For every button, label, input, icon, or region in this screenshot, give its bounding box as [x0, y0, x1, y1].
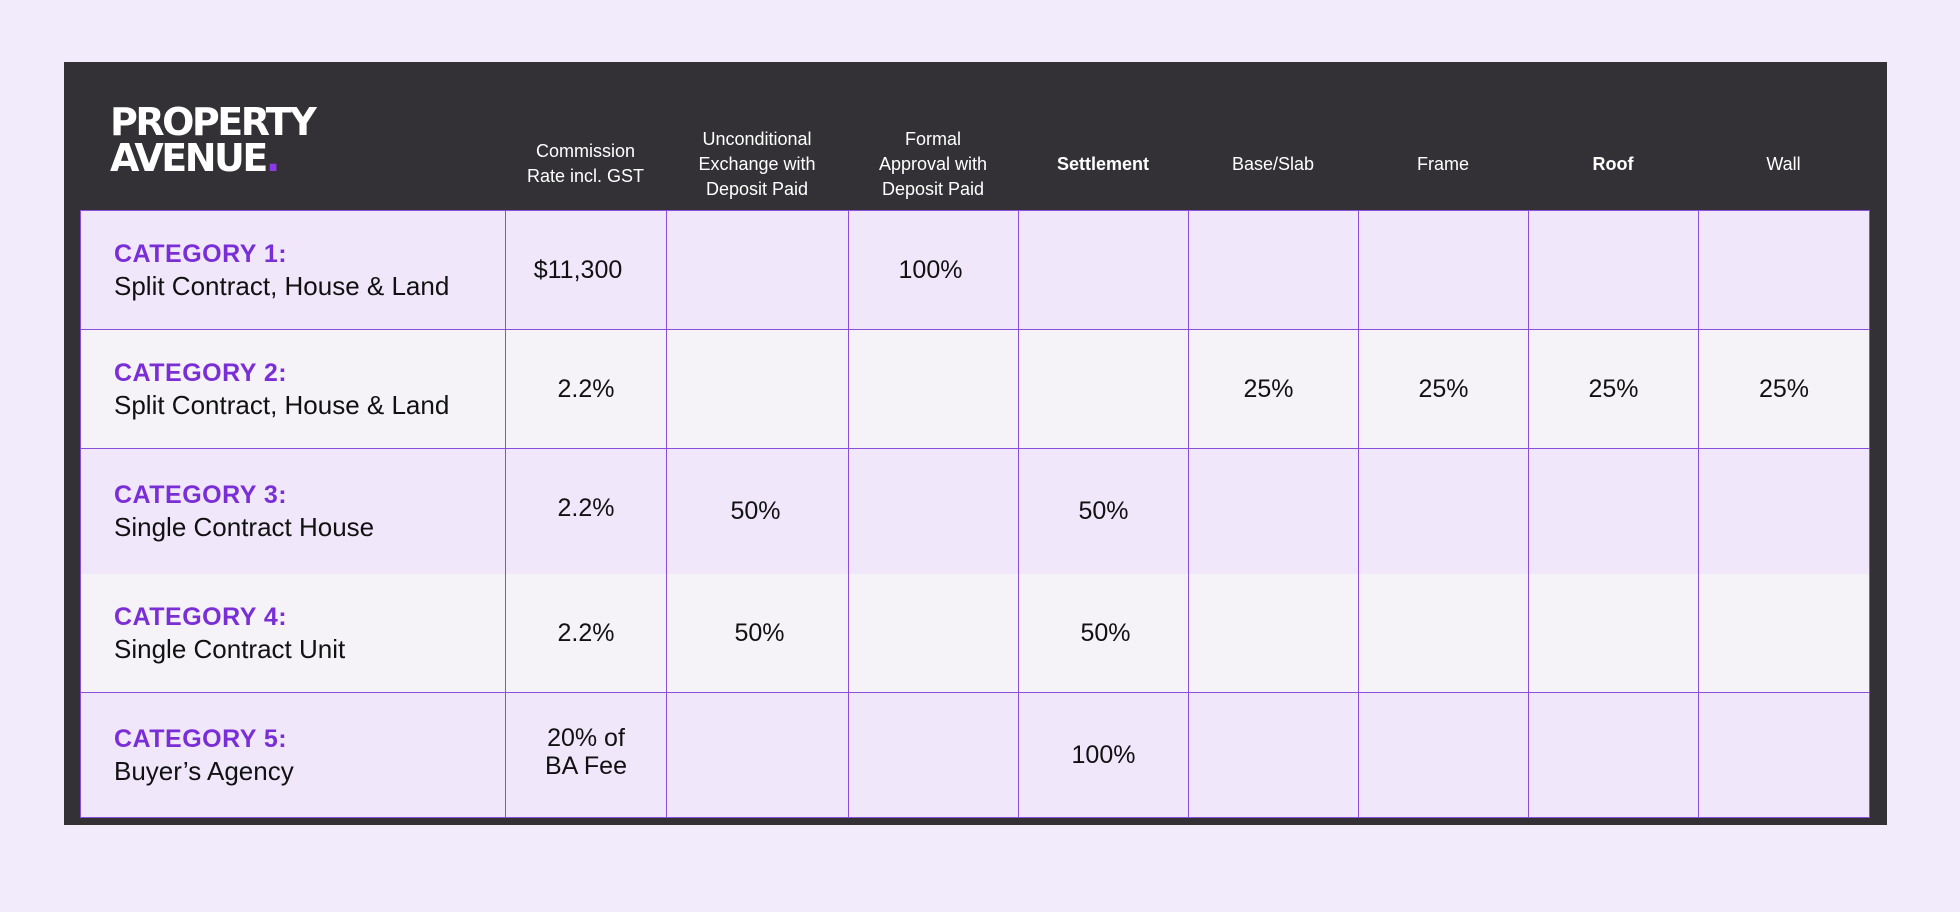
header-formal-approval: Formal Approval with Deposit Paid	[878, 128, 988, 199]
table-cell: 2.2%	[505, 573, 667, 693]
cell-value: 20% of BA Fee	[545, 723, 627, 780]
cell-value: 50%	[730, 496, 781, 525]
table-cell	[848, 448, 1019, 574]
table-cell: 100%	[848, 210, 1019, 330]
table-cell	[1188, 448, 1359, 574]
commission-table-panel: PROPERTY AVENUE. Commission Rate incl. G…	[64, 62, 1887, 825]
category-cell: CATEGORY 1: Split Contract, House & Land	[80, 210, 506, 330]
table-cell: 100%	[1018, 692, 1189, 818]
table-cell	[1358, 573, 1529, 693]
table-cell	[1698, 573, 1870, 693]
cell-value: 25%	[1418, 374, 1469, 403]
table-cell	[1188, 573, 1359, 693]
table-cell: 50%	[1018, 573, 1189, 693]
category-title: CATEGORY 1:	[114, 240, 288, 268]
table-cell: 50%	[666, 448, 849, 574]
table-cell: 2.2%	[505, 329, 667, 449]
table-row: CATEGORY 5: Buyer’s Agency 20% of BA Fee…	[80, 692, 1870, 818]
table-cell	[666, 329, 849, 449]
category-description: Split Contract, House & Land	[114, 390, 450, 420]
table-cell	[666, 210, 849, 330]
cell-value: 2.2%	[557, 618, 615, 647]
table-cell	[1018, 210, 1189, 330]
table-cell	[1358, 692, 1529, 818]
header-wall: Wall	[1766, 153, 1801, 174]
table-cell	[1018, 329, 1189, 449]
table-cell: 25%	[1528, 329, 1699, 449]
category-cell: CATEGORY 2: Split Contract, House & Land	[80, 329, 506, 449]
table-cell	[1358, 448, 1529, 574]
table-cell	[1358, 210, 1529, 330]
cell-value: 50%	[1080, 618, 1131, 647]
table-cell	[1698, 210, 1870, 330]
table-cell: 25%	[1358, 329, 1529, 449]
table-cell	[666, 692, 849, 818]
table-cell	[1188, 210, 1359, 330]
cell-value: 25%	[1588, 374, 1639, 403]
table-cell: 50%	[1018, 448, 1189, 574]
table-cell	[1698, 448, 1870, 574]
property-avenue-logo: PROPERTY AVENUE.	[110, 100, 317, 177]
logo-dot: .	[265, 136, 280, 180]
table-cell	[1528, 573, 1699, 693]
category-title: CATEGORY 2:	[114, 359, 288, 387]
table-cell: 20% of BA Fee	[505, 692, 667, 818]
cell-value: 25%	[1758, 374, 1810, 403]
category-description: Single Contract Unit	[114, 634, 346, 664]
category-title: CATEGORY 4:	[114, 603, 288, 631]
category-description: Split Contract, House & Land	[114, 271, 450, 301]
header-roof: Roof	[1592, 153, 1634, 174]
table-row: CATEGORY 1: Split Contract, House & Land…	[80, 210, 1870, 330]
cell-value: $11,300	[533, 255, 623, 284]
category-cell: CATEGORY 5: Buyer’s Agency	[80, 692, 506, 818]
table-cell	[848, 329, 1019, 449]
category-cell: CATEGORY 3: Single Contract House	[80, 448, 506, 574]
cell-value: 100%	[1071, 740, 1136, 769]
cell-value: 50%	[734, 618, 785, 647]
table-row: CATEGORY 2: Split Contract, House & Land…	[80, 329, 1870, 449]
cell-value: 2.2%	[557, 493, 615, 522]
header-unconditional-exchange: Unconditional Exchange with Deposit Paid	[698, 128, 816, 199]
header-base-slab: Base/Slab	[1231, 153, 1315, 174]
table-cell: 50%	[666, 573, 849, 693]
table-cell	[1528, 210, 1699, 330]
header-settlement: Settlement	[1056, 153, 1150, 174]
category-description: Single Contract House	[114, 512, 375, 542]
logo-line-1: PROPERTY	[110, 100, 317, 144]
category-title: CATEGORY 5:	[114, 725, 288, 753]
category-description: Buyer’s Agency	[114, 756, 294, 786]
table-cell: $11,300	[505, 210, 667, 330]
table-cell	[1528, 692, 1699, 818]
category-cell: CATEGORY 4: Single Contract Unit	[80, 573, 506, 693]
header-frame: Frame	[1416, 153, 1469, 174]
table-row: CATEGORY 4: Single Contract Unit 2.2% 50…	[80, 573, 1870, 693]
commission-table: CATEGORY 1: Split Contract, House & Land…	[80, 210, 1870, 818]
table-cell	[848, 573, 1019, 693]
cell-value: 2.2%	[557, 374, 615, 403]
table-cell: 2.2%	[505, 448, 667, 574]
table-cell	[1698, 692, 1870, 818]
table-cell	[1528, 448, 1699, 574]
table-row: CATEGORY 3: Single Contract House 2.2% 5…	[80, 448, 1870, 574]
header-commission-rate: Commission Rate incl. GST	[526, 141, 645, 186]
table-cell	[1188, 692, 1359, 818]
logo-wordmark: AVENUE	[110, 136, 268, 180]
table-cell	[848, 692, 1019, 818]
cell-value: 100%	[898, 255, 963, 284]
table-cell: 25%	[1698, 329, 1870, 449]
category-title: CATEGORY 3:	[114, 481, 288, 509]
cell-value: 50%	[1078, 496, 1129, 525]
table-cell: 25%	[1188, 329, 1359, 449]
cell-value: 25%	[1243, 374, 1294, 403]
logo-line-2: AVENUE.	[110, 139, 314, 177]
